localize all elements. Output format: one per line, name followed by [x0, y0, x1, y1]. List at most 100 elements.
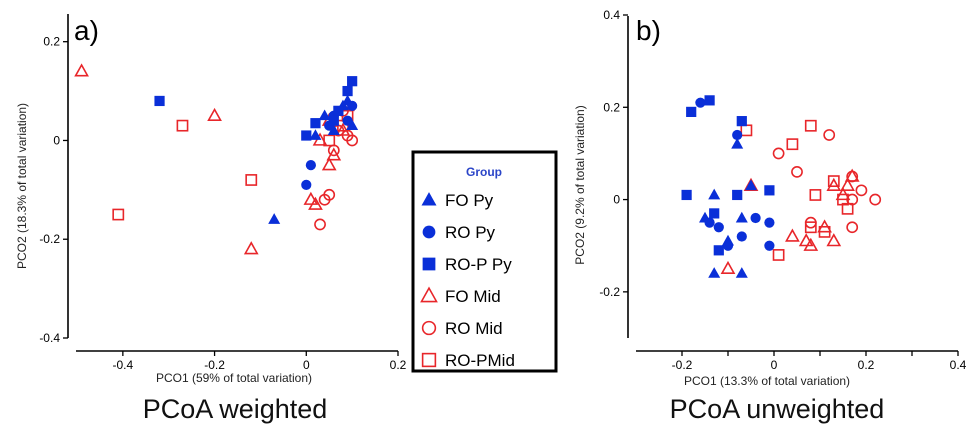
point-fo-mid — [840, 177, 855, 191]
legend-entry: RO Mid — [421, 319, 503, 338]
panel-b-caption: PCoA unweighted — [670, 394, 885, 424]
point-ro-py — [722, 240, 734, 251]
legend-entry-label: RO-P Py — [445, 255, 512, 274]
point-rop-py — [310, 118, 321, 129]
point-fo-mid — [826, 233, 842, 247]
point-fo-mid — [321, 157, 337, 171]
legend-entry: RO-PMid — [421, 351, 515, 370]
point-ro-py — [713, 222, 724, 233]
point-rop-py — [709, 208, 720, 219]
point-fo-mid — [207, 107, 222, 121]
panel-b-x-axis-label: PCO1 (13.3% of total variation) — [684, 374, 850, 388]
y-tick-label: 0.2 — [603, 100, 620, 114]
panel-b-points — [681, 95, 882, 278]
point-ro-py — [301, 179, 312, 191]
legend-entry: FO Py — [421, 191, 494, 210]
point-fo-mid — [74, 63, 89, 77]
legend-entry: FO Mid — [420, 286, 501, 306]
point-ro-mid — [323, 188, 336, 201]
point-rop-py — [301, 130, 312, 141]
point-ro-mid — [791, 165, 803, 178]
point-rop-mid — [818, 225, 831, 238]
x-tick-label: 0.4 — [950, 358, 967, 372]
point-ro-py — [732, 129, 743, 141]
legend-entry-label: FO Py — [445, 191, 494, 210]
point-rop-py — [342, 85, 353, 97]
point-rop-py — [333, 105, 344, 116]
point-rop-mid — [841, 202, 854, 215]
point-ro-mid — [846, 170, 859, 183]
panel-b-label: b) — [636, 15, 661, 46]
x-tick-label: -0.2 — [672, 358, 693, 372]
point-fo-mid — [803, 237, 819, 251]
legend-marker-triangle — [421, 192, 437, 206]
point-rop-py — [681, 189, 692, 201]
point-rop-mid — [809, 189, 822, 201]
point-ro-py — [736, 231, 747, 242]
point-fo-py — [327, 124, 340, 135]
y-tick-label: 0.4 — [603, 8, 620, 22]
legend-marker-circle — [422, 225, 436, 239]
point-ro-py — [342, 115, 353, 126]
point-fo-mid — [303, 191, 319, 205]
point-rop-mid — [323, 134, 336, 147]
legend-marker-square — [421, 352, 437, 368]
legend-entry: RO Py — [422, 223, 496, 242]
panel-b-y-axis-label: PCO2 (9.2% of total variation) — [573, 105, 587, 264]
y-tick-label: -0.2 — [599, 285, 620, 299]
panel-b-y-ticks: -0.2 0 0.2 0.4 — [599, 8, 628, 299]
point-ro-mid — [846, 221, 859, 234]
point-fo-py — [745, 179, 757, 191]
panel-a-caption: PCoA weighted — [143, 394, 328, 424]
point-rop-mid — [772, 249, 785, 261]
point-ro-mid — [772, 147, 785, 160]
y-tick-label: 0.2 — [43, 35, 60, 49]
legend-marker-square — [422, 257, 436, 271]
legend-entry-label: RO Mid — [445, 319, 503, 338]
point-rop-mid — [112, 208, 125, 221]
point-fo-py — [346, 119, 359, 131]
point-rop-mid — [176, 119, 189, 132]
legend: Group FO Py RO Py RO-P Py FO Mid RO Mid RO-PM… — [411, 150, 558, 373]
panel-b-x-ticks: -0.2 0 0.2 0.4 — [672, 351, 967, 372]
point-fo-py — [735, 267, 748, 278]
point-ro-mid — [346, 134, 359, 147]
point-ro-py — [750, 212, 761, 224]
point-ro-mid — [823, 129, 836, 141]
point-fo-py — [708, 188, 721, 200]
y-tick-label: 0 — [53, 133, 60, 147]
legend-entry-label: RO Py — [445, 223, 496, 242]
point-rop-py — [764, 185, 775, 196]
panel-a-x-ticks: -0.4 -0.2 0 0.2 — [113, 351, 407, 372]
point-rop-py — [154, 95, 165, 107]
point-rop-py — [347, 76, 358, 87]
panel-a-y-ticks: -0.4 -0.2 0 0.2 — [39, 35, 68, 345]
point-rop-py — [713, 245, 724, 256]
point-rop-mid — [804, 221, 817, 234]
panel-a-x-axis-label: PCO1 (59% of total variation) — [156, 371, 312, 385]
point-ro-py — [704, 217, 715, 228]
panel-a-points — [74, 63, 359, 255]
point-rop-mid — [804, 119, 817, 132]
point-rop-mid — [245, 174, 258, 186]
y-tick-label: -0.2 — [39, 232, 60, 246]
point-rop-py — [704, 95, 715, 106]
x-tick-label: -0.2 — [204, 358, 225, 372]
legend-box — [411, 150, 558, 373]
y-tick-label: 0 — [613, 193, 620, 207]
point-fo-py — [708, 267, 721, 278]
point-rop-mid — [786, 138, 799, 151]
point-fo-mid — [308, 196, 323, 210]
x-tick-label: 0 — [771, 358, 778, 372]
point-fo-mid — [243, 241, 259, 255]
legend-entry-label: RO-PMid — [445, 351, 515, 370]
x-tick-label: 0.2 — [858, 358, 875, 372]
point-rop-mid — [827, 175, 840, 188]
point-ro-mid — [314, 218, 326, 231]
point-ro-py — [764, 217, 775, 228]
legend-title: Group — [466, 165, 502, 179]
point-fo-mid — [785, 228, 800, 242]
point-fo-mid — [720, 260, 736, 274]
point-rop-py — [732, 189, 743, 201]
